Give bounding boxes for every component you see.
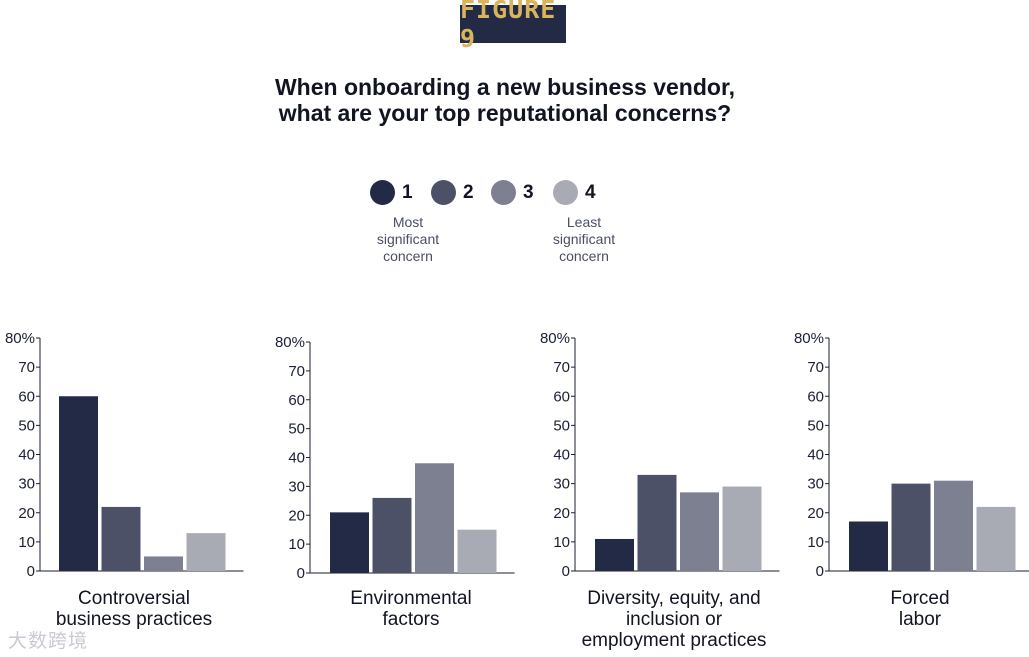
chart-4-tick-label: 10: [807, 534, 824, 551]
panel-label-2-line-1: Environmental: [350, 588, 472, 609]
chart-3-bar-1: [595, 538, 634, 571]
chart-1-bar-2: [101, 506, 141, 571]
chart-1-bar-4: [186, 533, 226, 571]
most-note-line-2: significant: [376, 231, 440, 247]
chart-2-tick-label: 20: [288, 507, 305, 524]
chart-2-tick-label: 40: [288, 450, 305, 467]
chart-4-bar-4: [976, 506, 1016, 571]
chart-4-tick-label: 20: [807, 505, 824, 522]
panel-label-1-line-2: business practices: [55, 609, 213, 630]
panel-label-2-line-2: factors: [382, 609, 440, 630]
legend-label-3: 3: [523, 181, 534, 203]
legend-label-1: 1: [402, 181, 413, 203]
panel-label-2: Environmental factors: [301, 588, 521, 630]
chart-3-tick-label: 40: [553, 447, 570, 464]
chart-4-bar-3: [934, 480, 973, 571]
chart-1-tick-label: 20: [18, 505, 35, 522]
chart-4-tick-label: 70: [807, 359, 824, 376]
chart-3-tick-label: 50: [553, 417, 570, 434]
panel-label-3-line-2: inclusion or: [625, 609, 723, 630]
chart-2-bar-2: [372, 497, 412, 573]
panel-label-4-line-1: Forced: [890, 588, 950, 609]
chart-2-tick-label: 60: [288, 392, 305, 409]
chart-4-bar-2: [891, 483, 931, 571]
chart-3-bar-4: [722, 486, 762, 571]
chart-3-tick-label: 60: [553, 388, 570, 405]
chart-2-tick-label: 80%: [275, 334, 305, 351]
chart-1-tick-label: 70: [18, 359, 35, 376]
chart-1-tick-label: 50: [18, 417, 35, 434]
chart-1-tick-label: 40: [18, 447, 35, 464]
chart-3-tick-label: 0: [562, 563, 570, 580]
chart-1-bar-1: [59, 396, 98, 571]
chart-3-bar-3: [680, 492, 719, 571]
chart-2-bar-1: [330, 512, 369, 573]
legend-item-3: 3: [491, 180, 534, 205]
least-note-line-1: Least: [566, 214, 602, 230]
panel-label-3: Diversity, equity, and inclusion or empl…: [559, 588, 789, 651]
chart-4-tick-label: 30: [807, 476, 824, 493]
watermark: 大数跨境: [8, 630, 89, 652]
chart-4-tick-label: 0: [816, 563, 824, 580]
chart-2-bar-4: [457, 529, 497, 573]
chart-3-tick-label: 80%: [540, 330, 570, 347]
chart-1-tick-label: 10: [18, 534, 35, 551]
legend-label-2: 2: [463, 181, 474, 203]
chart-2-tick-label: 0: [297, 565, 305, 582]
chart-1-tick-label: 60: [18, 388, 35, 405]
legend-item-4: 4: [553, 180, 596, 205]
chart-title: When onboarding a new business vendor, w…: [0, 74, 1010, 126]
least-note-line-2: significant: [552, 231, 616, 247]
chart-4-bar-1: [849, 521, 888, 571]
legend-swatch-3: [491, 180, 516, 205]
chart-1-tick-label: 80%: [5, 330, 35, 347]
chart-4-tick-label: 40: [807, 447, 824, 464]
chart-2-tick-label: 10: [288, 536, 305, 553]
legend-item-1: 1: [370, 180, 413, 205]
title-line-2: what are your top reputational concerns?: [278, 100, 732, 126]
panel-label-1-line-1: Controversial: [78, 588, 190, 609]
most-note-line-3: concern: [383, 248, 433, 264]
chart-3-tick-label: 30: [553, 476, 570, 493]
most-note-line-1: Most: [392, 214, 424, 230]
chart-2-tick-label: 30: [288, 478, 305, 495]
legend-swatch-4: [553, 180, 578, 205]
chart-4-tick-label: 60: [807, 388, 824, 405]
legend-label-4: 4: [585, 181, 596, 203]
chart-3-tick-label: 10: [553, 534, 570, 551]
chart-1-bar-3: [144, 556, 183, 571]
legend-most-note: Most significant concern: [358, 214, 458, 265]
chart-1-tick-label: 30: [18, 476, 35, 493]
least-note-line-3: concern: [559, 248, 609, 264]
chart-4-tick-label: 50: [807, 417, 824, 434]
chart-3-tick-label: 20: [553, 505, 570, 522]
panel-label-3-line-3: employment practices: [581, 630, 767, 651]
chart-2-tick-label: 70: [288, 363, 305, 380]
title-line-1: When onboarding a new business vendor,: [274, 74, 736, 100]
chart-3-tick-label: 70: [553, 359, 570, 376]
legend-least-note: Least significant concern: [534, 214, 634, 265]
chart-3-bar-2: [637, 474, 677, 571]
chart-1-tick-label: 0: [27, 563, 35, 580]
chart-2-tick-label: 50: [288, 421, 305, 438]
panel-label-4: Forced labor: [820, 588, 1020, 630]
legend-item-2: 2: [431, 180, 474, 205]
chart-2-bar-3: [415, 463, 454, 573]
panel-label-1: Controversial business practices: [24, 588, 244, 630]
legend-swatch-2: [431, 180, 456, 205]
legend-swatch-1: [370, 180, 395, 205]
panel-label-4-line-2: labor: [898, 609, 942, 630]
chart-4-tick-label: 80%: [794, 330, 824, 347]
panel-label-3-line-1: Diversity, equity, and: [587, 588, 761, 609]
